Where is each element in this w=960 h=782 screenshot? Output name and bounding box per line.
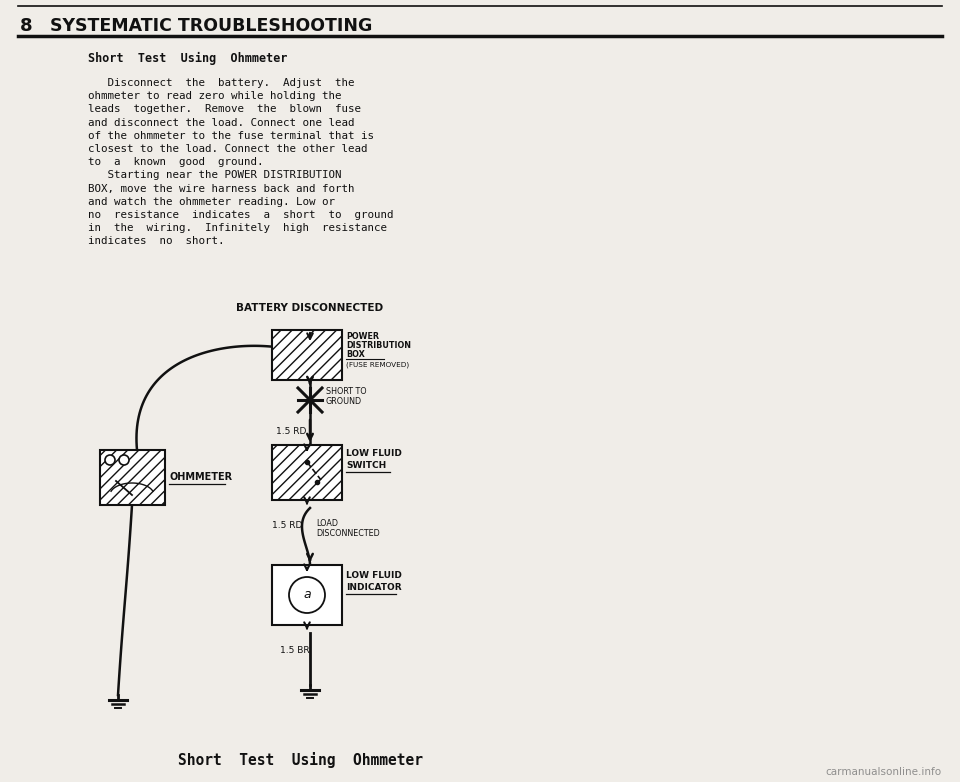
Text: DISTRIBUTION: DISTRIBUTION xyxy=(346,341,411,350)
Text: Short  Test  Using  Ohmmeter: Short Test Using Ohmmeter xyxy=(88,52,287,65)
Text: SYSTEMATIC TROUBLESHOOTING: SYSTEMATIC TROUBLESHOOTING xyxy=(50,17,372,35)
Text: 1.5 RD: 1.5 RD xyxy=(272,521,302,530)
Text: of the ohmmeter to the fuse terminal that is: of the ohmmeter to the fuse terminal tha… xyxy=(88,131,374,141)
Bar xyxy=(272,330,342,380)
Text: LOAD: LOAD xyxy=(316,519,338,528)
Bar xyxy=(272,565,342,625)
Text: indicates  no  short.: indicates no short. xyxy=(88,236,225,246)
Text: Starting near the POWER DISTRIBUTION: Starting near the POWER DISTRIBUTION xyxy=(88,170,342,181)
Circle shape xyxy=(119,455,129,465)
Text: and disconnect the load. Connect one lead: and disconnect the load. Connect one lea… xyxy=(88,117,354,127)
Text: leads  together.  Remove  the  blown  fuse: leads together. Remove the blown fuse xyxy=(88,105,361,114)
Text: and watch the ohmmeter reading. Low or: and watch the ohmmeter reading. Low or xyxy=(88,197,335,206)
Text: POWER: POWER xyxy=(346,332,379,341)
Text: carmanualsonline.info: carmanualsonline.info xyxy=(826,767,942,777)
Text: 1.5 RD: 1.5 RD xyxy=(276,427,306,436)
Text: Disconnect  the  battery.  Adjust  the: Disconnect the battery. Adjust the xyxy=(88,78,354,88)
Text: ohmmeter to read zero while holding the: ohmmeter to read zero while holding the xyxy=(88,91,342,101)
Text: 8: 8 xyxy=(20,17,33,35)
Text: BATTERY DISCONNECTED: BATTERY DISCONNECTED xyxy=(236,303,384,313)
Text: SWITCH: SWITCH xyxy=(346,461,386,470)
Text: no  resistance  indicates  a  short  to  ground: no resistance indicates a short to groun… xyxy=(88,210,394,220)
Text: LOW FLUID: LOW FLUID xyxy=(346,449,402,458)
Text: INDICATOR: INDICATOR xyxy=(346,583,401,592)
Circle shape xyxy=(289,577,325,613)
Text: LOW FLUID: LOW FLUID xyxy=(346,571,402,580)
Text: DISCONNECTED: DISCONNECTED xyxy=(316,529,380,538)
Text: BOX: BOX xyxy=(346,350,365,359)
Text: Short  Test  Using  Ohmmeter: Short Test Using Ohmmeter xyxy=(178,752,422,768)
Text: OHMMETER: OHMMETER xyxy=(169,472,232,482)
Bar xyxy=(100,450,165,505)
Text: 1.5 BR: 1.5 BR xyxy=(280,646,310,655)
Text: SHORT TO: SHORT TO xyxy=(326,387,367,396)
Text: BOX, move the wire harness back and forth: BOX, move the wire harness back and fort… xyxy=(88,184,354,194)
Bar xyxy=(272,445,342,500)
Circle shape xyxy=(105,455,115,465)
Text: GROUND: GROUND xyxy=(326,397,362,406)
Text: a: a xyxy=(303,589,311,601)
Text: closest to the load. Connect the other lead: closest to the load. Connect the other l… xyxy=(88,144,368,154)
Text: in  the  wiring.  Infinitely  high  resistance: in the wiring. Infinitely high resistanc… xyxy=(88,223,387,233)
Text: to  a  known  good  ground.: to a known good ground. xyxy=(88,157,263,167)
Text: (FUSE REMOVED): (FUSE REMOVED) xyxy=(346,362,409,368)
